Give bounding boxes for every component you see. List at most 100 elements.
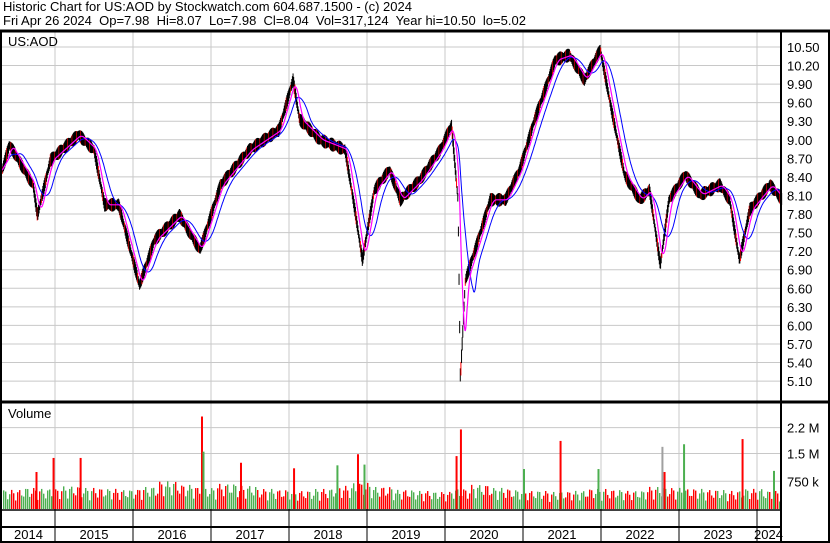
volume-bar	[85, 487, 87, 509]
volume-bar	[49, 489, 51, 509]
volume-bar	[641, 491, 643, 509]
volume-bar	[187, 490, 189, 509]
volume-bar	[457, 489, 459, 509]
volume-bar	[215, 499, 217, 509]
volume-bar	[727, 501, 729, 509]
volume-bar	[69, 488, 71, 509]
volume-bar	[23, 496, 25, 509]
outer-border	[0, 30, 830, 543]
volume-bar	[385, 495, 387, 509]
volume-bar	[199, 493, 201, 509]
volume-bar	[171, 495, 173, 509]
header-title: Historic Chart for US:AOD by Stockwatch.…	[3, 0, 412, 14]
volume-bar	[181, 485, 183, 509]
volume-bar	[291, 493, 293, 509]
volume-bar	[443, 493, 445, 509]
volume-bar	[775, 490, 777, 509]
volume-bar	[519, 499, 521, 509]
volume-bar	[29, 496, 31, 509]
volume-bar	[413, 492, 415, 509]
volume-bar	[571, 500, 573, 509]
volume-bar	[719, 498, 721, 509]
volume-bar	[341, 497, 343, 509]
volume-bar	[685, 490, 687, 509]
volume-bar	[711, 495, 713, 509]
volume-bar	[157, 493, 159, 509]
volume-bar	[139, 490, 141, 509]
volume-bar	[527, 500, 529, 509]
chart-header: Historic Chart for US:AOD by Stockwatch.…	[3, 0, 526, 28]
volume-bar	[531, 491, 533, 509]
price-tick-label: 7.50	[787, 226, 812, 241]
price-tick-label: 6.60	[787, 281, 812, 296]
volume-bar	[511, 496, 513, 509]
volume-bar	[55, 489, 57, 509]
volume-bar	[123, 490, 125, 509]
volume-bar	[25, 488, 27, 509]
volume-bar	[159, 481, 161, 509]
volume-bar	[297, 500, 299, 509]
volume-bar	[755, 492, 757, 509]
price-lines	[1, 44, 783, 382]
volume-bar	[263, 489, 265, 509]
volume-tick-label: 1.5 M	[787, 447, 820, 462]
volume-bar	[737, 492, 739, 509]
volume-bar	[333, 496, 335, 509]
volume-bar	[107, 489, 109, 509]
volume-bar	[129, 490, 131, 509]
volume-bar	[371, 498, 373, 509]
volume-bar	[27, 489, 29, 509]
volume-bar	[41, 488, 43, 509]
volume-bar	[599, 491, 601, 509]
volume-bar	[677, 491, 679, 509]
volume-bar	[763, 496, 765, 509]
volume-bar	[133, 498, 135, 509]
volume-bar	[57, 490, 59, 509]
volume-bar	[603, 491, 605, 509]
year-label: 2016	[158, 527, 187, 542]
volume-bar	[499, 491, 501, 509]
volume-bar	[369, 486, 371, 509]
volume-spike-bar	[597, 469, 600, 509]
year-label: 2022	[626, 527, 655, 542]
volume-bar	[569, 492, 571, 509]
volume-bar	[433, 492, 435, 509]
volume-bar	[73, 493, 75, 509]
volume-bar	[257, 489, 259, 509]
volume-bar	[533, 496, 535, 509]
year-label: 2015	[80, 527, 109, 542]
volume-bar	[43, 493, 45, 509]
volume-bar	[489, 495, 491, 509]
volume-bar	[439, 496, 441, 509]
volume-bar	[653, 499, 655, 509]
price-panel-label: US:AOD	[8, 34, 58, 49]
volume-bar	[161, 484, 163, 509]
volume-bar	[253, 495, 255, 509]
volume-bar	[395, 493, 397, 509]
volume-bar	[211, 488, 213, 509]
volume-bar	[725, 493, 727, 509]
volume-bar	[701, 488, 703, 509]
volume-bar	[713, 497, 715, 509]
volume-bar	[131, 491, 133, 509]
volume-bar	[767, 491, 769, 509]
volume-spike-bar	[559, 440, 562, 509]
volume-bar	[627, 490, 629, 509]
volume-bar	[491, 493, 493, 509]
volume-bar	[635, 491, 637, 509]
volume-bar	[487, 486, 489, 509]
volume-bar	[179, 493, 181, 509]
volume-bar	[615, 497, 617, 509]
volume-bar	[351, 488, 353, 509]
volume-bar	[417, 495, 419, 509]
volume-bar	[17, 492, 19, 509]
volume-bar	[265, 491, 267, 509]
year-label: 2017	[236, 527, 265, 542]
volume-bar	[305, 498, 307, 509]
volume-bar	[367, 482, 369, 509]
volume-bar	[391, 489, 393, 509]
volume-bar	[155, 495, 157, 509]
price-tick-label: 5.10	[787, 374, 812, 389]
volume-bar	[249, 486, 251, 509]
volume-bar	[13, 493, 15, 509]
